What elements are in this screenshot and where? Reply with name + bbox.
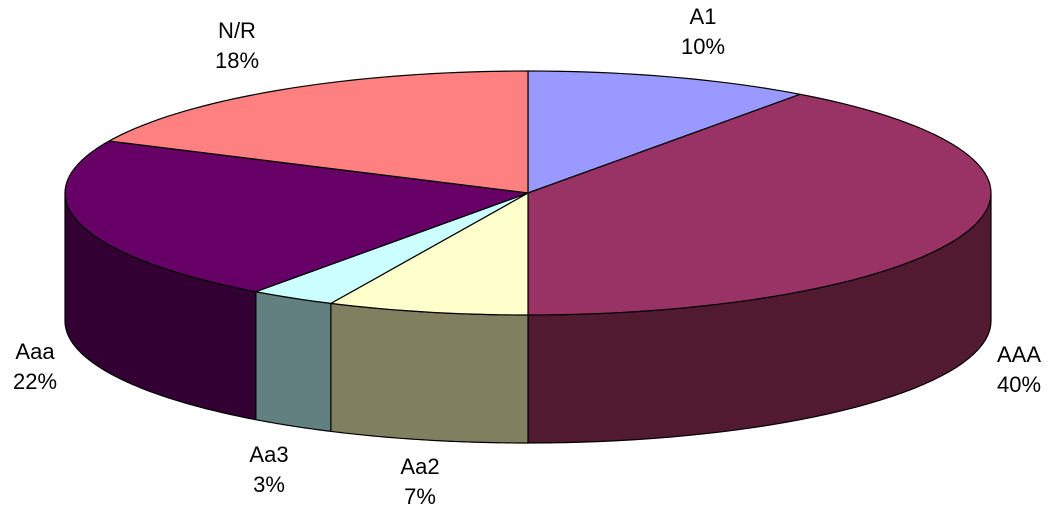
slice-n-r [108, 70, 529, 194]
slice-name-a1: A1 [689, 4, 717, 29]
slice-aaa [527, 93, 992, 316]
slice-pct-aa2: 7% [404, 484, 436, 509]
slice-label-aa3: Aa3 3% [249, 440, 288, 500]
slice-pct-aaa-lower: 22% [12, 369, 58, 394]
slice-a1 [527, 70, 801, 194]
slice-aa3 [255, 192, 529, 304]
slice-name-aaa-lower: Aaa [15, 339, 55, 364]
slice-name-nr: N/R [218, 18, 256, 43]
slice-name-aaa: AAA [996, 342, 1042, 367]
slice-name-aa2: Aa2 [400, 454, 440, 479]
slice-aa2 [330, 192, 529, 316]
slice-pct-aaa: 40% [996, 372, 1042, 397]
slice-label-aaa: AAA 40% [997, 340, 1041, 400]
slice-side-aa3 [255, 291, 332, 432]
slice-label-aa2: Aa2 7% [400, 452, 439, 512]
slice-pct-nr: 18% [214, 48, 260, 73]
slice-name-aa3: Aa3 [249, 442, 289, 467]
slice-pct-a1: 10% [680, 34, 726, 59]
slice-pct-aa3: 3% [253, 472, 285, 497]
slice-label-aaa-lower: Aaa 22% [13, 337, 57, 397]
slice-side-aa2 [330, 302, 529, 444]
slice-label-a1: A1 10% [681, 2, 725, 62]
slice-label-nr: N/R 18% [215, 16, 259, 76]
